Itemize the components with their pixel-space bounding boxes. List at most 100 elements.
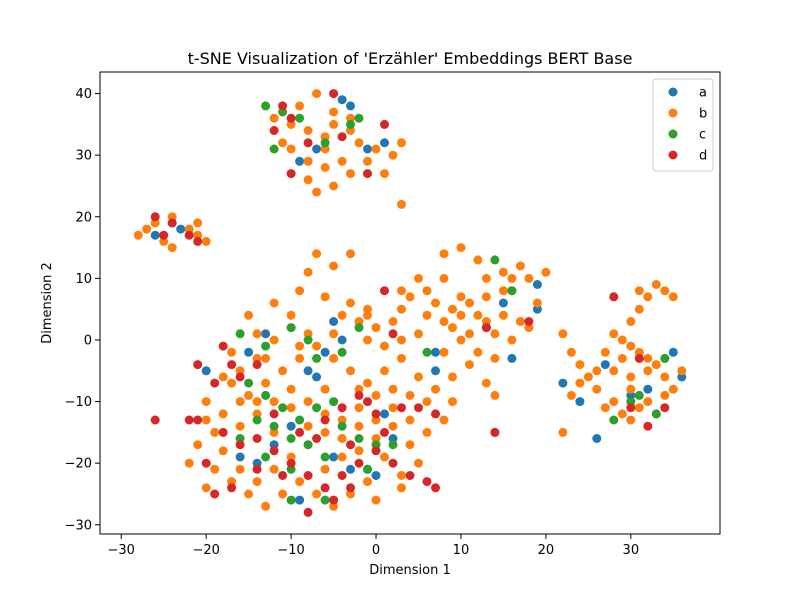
point-b <box>295 101 305 111</box>
point-d <box>405 471 415 480</box>
y-tick-label: −20 <box>65 457 92 472</box>
point-b <box>414 329 423 339</box>
point-c <box>286 323 296 333</box>
point-a <box>626 390 636 400</box>
point-b <box>388 317 398 326</box>
point-c <box>261 341 271 351</box>
point-b <box>456 335 466 345</box>
y-tick-label: 40 <box>75 87 92 102</box>
point-b <box>193 230 203 240</box>
point-d <box>286 113 296 123</box>
point-b <box>456 310 466 320</box>
point-d <box>388 329 398 339</box>
point-d <box>337 132 347 142</box>
x-axis: −30 −20 −10 0 10 20 30 <box>108 534 639 558</box>
point-b <box>329 353 339 363</box>
point-a <box>380 138 389 148</box>
point-b <box>244 390 254 400</box>
point-b <box>532 298 542 308</box>
point-d <box>337 471 347 480</box>
point-b <box>184 458 194 468</box>
point-b <box>405 292 415 302</box>
point-c <box>354 434 364 443</box>
point-b <box>592 366 602 376</box>
point-b <box>439 317 449 326</box>
point-d <box>193 360 203 370</box>
point-d <box>660 403 670 413</box>
point-d <box>626 403 636 413</box>
point-b <box>668 292 678 302</box>
point-b <box>507 335 517 345</box>
point-b <box>218 409 228 419</box>
point-a <box>507 353 517 363</box>
point-b <box>320 292 330 302</box>
point-b <box>592 384 602 394</box>
point-a <box>532 304 542 314</box>
point-b <box>218 446 228 456</box>
point-d <box>354 458 364 468</box>
point-a <box>668 347 678 357</box>
point-c <box>660 353 670 363</box>
point-b <box>507 273 517 283</box>
point-b <box>303 126 313 135</box>
point-d <box>278 471 288 480</box>
point-c <box>329 397 339 407</box>
point-b <box>329 119 339 129</box>
point-d <box>329 89 339 99</box>
point-b <box>371 434 381 443</box>
point-c <box>507 286 517 296</box>
point-b <box>227 477 237 487</box>
point-b <box>388 384 398 394</box>
point-a <box>320 347 330 357</box>
point-b <box>201 483 211 493</box>
point-b <box>261 378 271 388</box>
point-a <box>337 95 347 105</box>
point-a <box>380 409 389 419</box>
point-c <box>634 390 644 400</box>
point-b <box>295 477 305 487</box>
point-b <box>439 415 449 425</box>
point-b <box>252 397 262 407</box>
point-b <box>490 390 500 400</box>
point-b <box>575 360 585 370</box>
point-b <box>524 273 534 283</box>
point-d <box>150 212 160 222</box>
point-c <box>354 113 364 123</box>
legend-box <box>652 78 714 172</box>
point-b <box>617 409 627 419</box>
point-b <box>337 434 347 443</box>
point-b <box>439 249 449 259</box>
point-a <box>600 360 610 370</box>
point-b <box>414 372 423 382</box>
point-b <box>405 440 415 450</box>
point-b <box>643 292 653 302</box>
point-b <box>609 366 619 376</box>
point-b <box>193 218 203 228</box>
point-b <box>312 89 322 99</box>
point-d <box>269 126 279 135</box>
y-axis-label: Dimension 2 <box>40 262 55 344</box>
point-b <box>363 156 372 166</box>
point-b <box>490 329 500 339</box>
point-b <box>397 471 406 480</box>
point-b <box>643 397 653 407</box>
point-d <box>371 446 381 456</box>
point-b <box>346 298 355 308</box>
point-c <box>303 440 313 450</box>
point-b <box>600 403 610 413</box>
point-b <box>481 292 491 302</box>
point-b <box>337 310 347 320</box>
plot-frame <box>99 71 721 535</box>
point-b <box>448 323 457 333</box>
point-b <box>456 292 466 302</box>
point-b <box>515 261 525 271</box>
point-b <box>473 310 483 320</box>
point-d <box>303 507 313 517</box>
point-b <box>626 415 636 425</box>
point-d <box>380 427 389 437</box>
point-b <box>320 464 330 474</box>
point-b <box>337 452 347 462</box>
point-b <box>583 372 593 382</box>
point-b <box>405 415 415 425</box>
legend-label-c: c <box>699 128 706 143</box>
